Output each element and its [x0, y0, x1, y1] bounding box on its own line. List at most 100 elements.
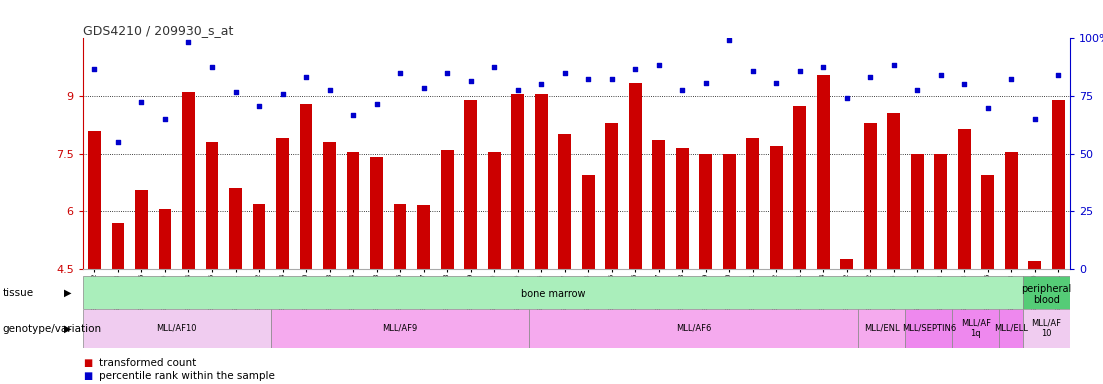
Text: MLL/SEPTIN6: MLL/SEPTIN6 [902, 324, 956, 333]
Point [1026, 116, 1043, 122]
Bar [858, 309, 906, 348]
Bar [770, 146, 782, 269]
Bar [629, 83, 642, 269]
Point [673, 87, 690, 93]
Point [508, 87, 526, 93]
Point [485, 64, 503, 70]
Bar [887, 113, 900, 269]
Point [297, 74, 314, 80]
Bar [934, 154, 947, 269]
Point [132, 99, 150, 105]
Text: ■: ■ [83, 358, 92, 368]
Bar [1022, 309, 1070, 348]
Bar [346, 152, 360, 269]
Point [579, 76, 597, 82]
Bar [746, 138, 759, 269]
Text: MLL/AF6: MLL/AF6 [676, 324, 711, 333]
Bar [864, 123, 877, 269]
Bar [558, 134, 571, 269]
Text: MLL/ENL: MLL/ENL [864, 324, 900, 333]
Bar [253, 204, 266, 269]
Point [908, 87, 925, 93]
Text: tissue: tissue [2, 288, 33, 298]
Point [1003, 76, 1020, 82]
Point [978, 104, 996, 111]
Point [157, 116, 174, 122]
Text: genotype/variation: genotype/variation [2, 324, 101, 334]
Bar [270, 309, 529, 348]
Bar [816, 75, 829, 269]
Point [650, 62, 667, 68]
Bar [323, 142, 336, 269]
Bar [1005, 152, 1018, 269]
Point [86, 66, 104, 72]
Text: ▶: ▶ [64, 288, 72, 298]
Bar [529, 309, 858, 348]
Point [227, 89, 245, 95]
Bar [606, 123, 618, 269]
Point [462, 78, 480, 84]
Point [720, 37, 738, 43]
Point [533, 81, 550, 88]
Bar [957, 129, 971, 269]
Text: ▶: ▶ [64, 324, 72, 334]
Bar [488, 152, 501, 269]
Point [861, 74, 879, 80]
Bar [182, 92, 195, 269]
Point [556, 70, 574, 76]
Bar [394, 204, 407, 269]
Point [1049, 72, 1067, 78]
Bar [511, 94, 524, 269]
Bar [229, 188, 242, 269]
Bar [982, 175, 994, 269]
Bar [111, 223, 125, 269]
Text: bone marrow: bone marrow [521, 290, 585, 300]
Text: percentile rank within the sample: percentile rank within the sample [99, 371, 275, 381]
Text: peripheral
blood: peripheral blood [1021, 284, 1071, 305]
Bar [83, 309, 270, 348]
Point [768, 79, 785, 86]
Bar [1051, 100, 1064, 269]
Point [109, 139, 127, 145]
Bar [699, 154, 713, 269]
Point [838, 95, 856, 101]
Text: MLL/AF
1q: MLL/AF 1q [961, 319, 990, 338]
Bar [911, 154, 923, 269]
Point [321, 87, 339, 93]
Bar [464, 100, 476, 269]
Text: MLL/AF9: MLL/AF9 [383, 324, 418, 333]
Bar [1022, 276, 1070, 309]
Bar [906, 309, 952, 348]
Text: ■: ■ [83, 371, 92, 381]
Bar [371, 157, 383, 269]
Bar [581, 175, 595, 269]
Bar [535, 94, 547, 269]
Bar [952, 309, 999, 348]
Bar [722, 154, 736, 269]
Bar [135, 190, 148, 269]
Point [344, 112, 362, 118]
Bar [300, 104, 312, 269]
Bar [652, 140, 665, 269]
Point [814, 64, 832, 70]
Point [438, 70, 456, 76]
Bar [1028, 261, 1041, 269]
Bar [159, 209, 171, 269]
Bar [88, 131, 101, 269]
Point [180, 39, 197, 45]
Point [697, 79, 715, 86]
Bar [417, 205, 430, 269]
Bar [999, 309, 1022, 348]
Point [392, 70, 409, 76]
Point [367, 101, 385, 107]
Point [415, 85, 432, 91]
Text: GDS4210 / 209930_s_at: GDS4210 / 209930_s_at [83, 24, 233, 37]
Point [250, 103, 268, 109]
Text: MLL/AF
10: MLL/AF 10 [1031, 319, 1061, 338]
Text: transformed count: transformed count [99, 358, 196, 368]
Point [955, 81, 973, 88]
Bar [205, 142, 218, 269]
Point [203, 64, 221, 70]
Bar [440, 150, 453, 269]
Bar [840, 259, 853, 269]
